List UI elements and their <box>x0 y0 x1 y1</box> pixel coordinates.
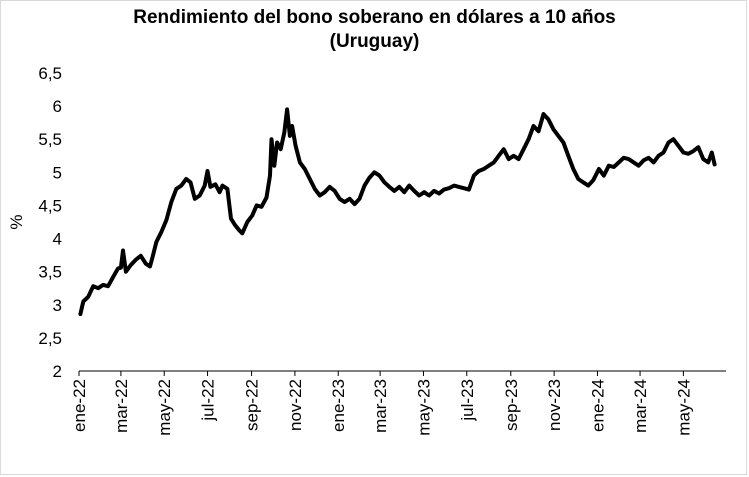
x-tick-label: sep-22 <box>243 379 262 431</box>
y-axis-ticks: 2 2,5 3 3,5 4 4,5 5 5,5 6 6,5 <box>38 64 62 381</box>
x-tick-label: may-23 <box>414 379 433 436</box>
y-tick-label: 2 <box>53 362 62 381</box>
x-tick-label: mar-23 <box>371 379 390 433</box>
x-tick-label: nov-23 <box>545 379 564 431</box>
x-tick-label: ene-22 <box>70 379 89 432</box>
chart-title-line-1: Rendimiento del bono soberano en dólares… <box>133 7 616 28</box>
y-tick-label: 3,5 <box>38 263 62 282</box>
y-tick-label: 2,5 <box>38 329 62 348</box>
x-tick-label: may-22 <box>155 379 174 436</box>
chart-title-line-2: (Uruguay) <box>329 31 420 52</box>
y-tick-label: 5 <box>53 163 62 182</box>
y-tick-label: 4,5 <box>38 196 62 215</box>
y-tick-label: 5,5 <box>38 130 62 149</box>
x-tick-label: nov-22 <box>286 379 305 431</box>
y-tick-label: 3 <box>53 296 62 315</box>
x-tick-label: sep-23 <box>502 379 521 431</box>
x-tick-label: ene-23 <box>329 379 348 432</box>
x-tick-label: may-24 <box>674 379 693 436</box>
x-tick-label: jul-23 <box>458 379 477 422</box>
series-line <box>78 107 717 316</box>
x-tick-label: jul-22 <box>199 379 218 422</box>
x-tick-label: mar-22 <box>112 379 131 433</box>
chart-title: Rendimiento del bono soberano en dólares… <box>0 6 749 54</box>
x-tick-label: ene-24 <box>588 379 607 432</box>
y-tick-label: 4 <box>53 230 62 249</box>
y-tick-label: 6,5 <box>38 64 62 83</box>
y-tick-label: 6 <box>53 97 62 116</box>
x-tick-label: mar-24 <box>631 379 650 433</box>
x-axis-ticks: ene-22 mar-22 may-22 jul-22 sep-22 nov-22 ene-… <box>70 371 693 436</box>
y-axis-label: % <box>7 214 26 229</box>
